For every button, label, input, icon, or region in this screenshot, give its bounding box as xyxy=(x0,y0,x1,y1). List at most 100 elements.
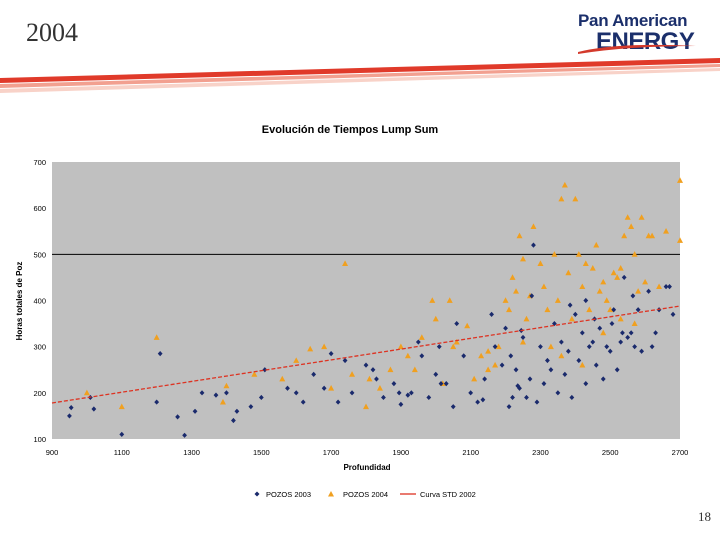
point-2003-31 xyxy=(398,401,404,407)
point-2004-85 xyxy=(450,343,457,350)
point-2004-29 xyxy=(485,348,492,354)
point-2003-60 xyxy=(541,381,547,387)
point-2003-18 xyxy=(293,390,299,396)
point-2003-36 xyxy=(426,394,432,401)
series-pozos-2003 xyxy=(67,242,676,438)
point-2003-44 xyxy=(475,399,481,405)
point-2003-38 xyxy=(436,344,442,350)
point-2003-61 xyxy=(545,357,550,364)
point-2004-31 xyxy=(495,343,502,350)
point-2004-72 xyxy=(649,232,656,239)
point-2004-32 xyxy=(502,297,509,303)
point-2004-8 xyxy=(307,345,314,352)
point-2003-17 xyxy=(262,367,268,373)
point-2004-7 xyxy=(293,357,300,363)
point-2003-50 xyxy=(506,404,512,410)
point-2003-11 xyxy=(213,392,219,398)
point-2003-58 xyxy=(534,399,540,405)
point-2003-66 xyxy=(562,371,568,377)
point-2004-55 xyxy=(589,264,596,271)
point-2003-33 xyxy=(408,390,414,396)
point-2004-1 xyxy=(118,403,125,410)
point-2003-52 xyxy=(513,367,519,373)
point-2003-19 xyxy=(300,399,306,405)
point-2003-14 xyxy=(234,408,240,414)
y-axis-label: Horas totales de Poz xyxy=(15,262,24,341)
point-2004-25 xyxy=(453,338,460,345)
point-2004-13 xyxy=(363,403,369,410)
point-2004-68 xyxy=(635,288,642,294)
point-2004-67 xyxy=(631,251,638,257)
point-2003-85 xyxy=(628,330,634,336)
series-pozos-2004 xyxy=(83,177,683,410)
point-2004-43 xyxy=(544,306,551,313)
point-2003-22 xyxy=(328,350,334,357)
point-2004-36 xyxy=(516,232,523,239)
point-2004-42 xyxy=(540,283,547,290)
point-2003-1 xyxy=(68,405,74,411)
point-2004-28 xyxy=(478,352,485,359)
point-2004-21 xyxy=(429,297,436,303)
point-2004-44 xyxy=(551,251,558,257)
logo-line-1: Pan American xyxy=(578,11,688,30)
point-2003-51 xyxy=(510,394,515,401)
point-2004-47 xyxy=(561,181,568,188)
y-tick-label-2: 300 xyxy=(33,343,46,352)
point-2003-68 xyxy=(569,394,575,401)
point-2003-6 xyxy=(157,350,163,357)
point-2004-10 xyxy=(328,385,335,391)
y-tick-label-3: 400 xyxy=(33,297,46,306)
point-2004-6 xyxy=(279,375,286,382)
point-2003-91 xyxy=(653,330,658,336)
point-2003-25 xyxy=(349,390,355,396)
point-2003-5 xyxy=(154,399,160,405)
y-tick-label-6: 700 xyxy=(33,158,46,167)
trend-line-std-2002 xyxy=(51,305,681,404)
point-2004-46 xyxy=(558,195,565,202)
point-2004-2 xyxy=(153,334,160,340)
point-2003-81 xyxy=(614,367,620,373)
point-2003-82 xyxy=(618,339,624,345)
y-tick-label-5: 600 xyxy=(33,204,46,213)
point-2004-81 xyxy=(579,361,586,368)
point-2003-49 xyxy=(503,325,508,331)
point-2004-57 xyxy=(596,288,603,294)
point-2003-30 xyxy=(391,381,397,387)
point-2004-17 xyxy=(397,343,404,350)
point-2003-4 xyxy=(119,431,125,437)
point-2003-104 xyxy=(515,383,521,389)
point-2004-4 xyxy=(223,382,230,389)
point-2004-49 xyxy=(568,315,575,322)
point-2003-34 xyxy=(415,339,421,345)
point-2003-37 xyxy=(433,371,439,377)
point-2004-77 xyxy=(485,366,492,373)
point-2004-35 xyxy=(513,288,520,294)
slide-year-title: 2004 xyxy=(26,18,78,47)
point-2004-63 xyxy=(617,264,624,271)
point-2004-75 xyxy=(677,177,683,183)
point-2003-0 xyxy=(67,413,72,419)
x-tick-label-0: 900 xyxy=(46,448,59,457)
point-2003-57 xyxy=(531,242,536,248)
point-2003-71 xyxy=(579,330,585,336)
point-2003-74 xyxy=(590,339,596,345)
point-2003-98 xyxy=(583,297,589,304)
point-2003-16 xyxy=(258,394,264,401)
plot-area xyxy=(52,162,680,439)
point-2004-54 xyxy=(586,306,593,313)
legend-label-2004: POZOS 2004 xyxy=(343,490,388,499)
point-2004-27 xyxy=(471,375,478,382)
point-2004-18 xyxy=(404,352,411,359)
point-2003-65 xyxy=(558,339,564,345)
point-2004-12 xyxy=(349,371,356,377)
point-2004-11 xyxy=(342,260,349,266)
x-tick-label-6: 2100 xyxy=(462,448,479,457)
point-2003-29 xyxy=(381,394,386,401)
point-2003-106 xyxy=(480,397,486,403)
x-tick-label-8: 2500 xyxy=(602,448,619,457)
y-tick-label-0: 100 xyxy=(33,435,46,444)
point-2003-54 xyxy=(520,334,526,341)
y-tick-label-1: 200 xyxy=(33,389,46,398)
point-2004-50 xyxy=(572,195,579,202)
point-2003-88 xyxy=(639,348,645,354)
